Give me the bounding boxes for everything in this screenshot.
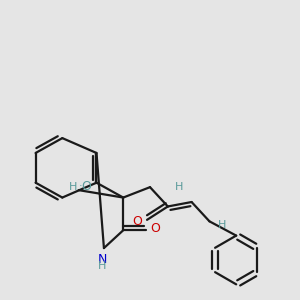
Text: O: O <box>150 222 160 235</box>
Text: H: H <box>98 262 106 272</box>
Text: N: N <box>98 253 107 266</box>
Text: H: H <box>175 182 183 192</box>
Text: H: H <box>69 182 77 192</box>
Text: H: H <box>218 220 227 230</box>
Text: ·: · <box>79 182 82 192</box>
Text: O: O <box>82 180 92 193</box>
Text: O: O <box>132 215 142 228</box>
